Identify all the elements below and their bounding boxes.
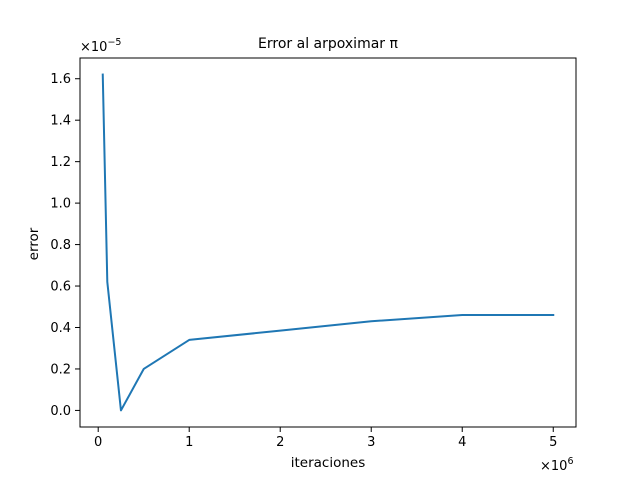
y-offset-exponent: −5 — [107, 37, 121, 48]
x-offset-exponent: 6 — [567, 456, 573, 467]
x-tick-label: 1 — [185, 435, 193, 450]
x-axis-label: iteraciones — [291, 455, 366, 471]
y-tick-label: 0.4 — [50, 321, 71, 336]
y-tick-label: 1.0 — [50, 197, 71, 212]
y-tick-label: 0.0 — [50, 404, 71, 419]
x-offset-base: ×10 — [540, 459, 567, 474]
x-axis: 0 1 2 3 4 5 — [94, 427, 557, 450]
y-tick-label: 0.8 — [50, 238, 71, 253]
y-tick-label: 0.6 — [50, 280, 71, 295]
x-tick-label: 4 — [458, 435, 466, 450]
plot-area — [79, 57, 577, 428]
x-offset-label: ×106 — [540, 456, 573, 474]
y-tick-label: 1.6 — [50, 72, 71, 87]
y-tick-label: 0.2 — [50, 362, 71, 377]
y-axis: 0.0 0.2 0.4 0.6 0.8 1.0 1.2 1.4 1.6 — [50, 72, 80, 419]
x-tick-label: 3 — [367, 435, 375, 450]
series-line-1 — [101, 73, 555, 412]
y-axis-label: error — [26, 227, 42, 260]
x-tick-label: 0 — [94, 435, 102, 450]
y-tick-label: 1.4 — [50, 114, 71, 129]
y-offset-label: ×10−5 — [80, 37, 121, 55]
y-tick-label: 1.2 — [50, 155, 71, 170]
x-tick-label: 2 — [276, 435, 284, 450]
chart-title: Error al arpoximar π — [258, 36, 398, 52]
x-tick-label: 5 — [549, 435, 557, 450]
y-offset-base: ×10 — [80, 40, 107, 55]
plot-frame — [79, 57, 577, 428]
